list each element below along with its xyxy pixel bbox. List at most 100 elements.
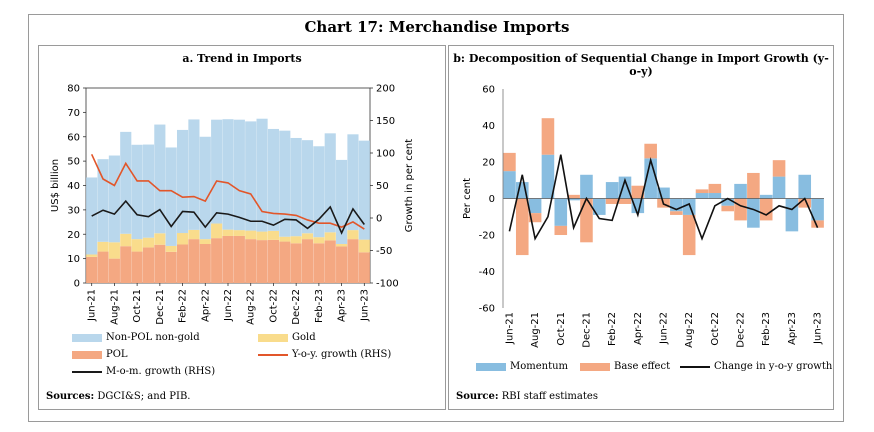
y-tick-label-a-60: 60 [67,132,80,143]
bar-pol-jun-21 [86,256,98,283]
bar-momentum-jun-23 [811,198,824,221]
legend-swatch-gold [258,333,288,342]
bar-gold-oct-21 [131,239,143,252]
bar-momentum-oct-21 [554,198,568,226]
bar-gold-nov-22 [279,236,291,242]
bar-gold-dec-21 [154,233,166,245]
legend-label-change: Change in y-o-y growth [714,361,833,372]
chart-main-title: Chart 17: Merchandise Imports [304,18,570,36]
bar-gold-dec-22 [290,236,302,244]
bar-base-effect-dec-22 [734,198,747,221]
bar-pol-feb-23 [313,243,325,283]
panel-b-source-label: Source: [456,391,499,402]
legend-swatch-change [680,365,710,368]
panel-a-source: Sources: DGCI&S; and PIB. [46,391,191,402]
x-tick-label-b-feb-22: Feb-22 [607,312,618,346]
bar-gold-mar-22 [188,229,200,240]
bar-gold-may-22 [211,223,223,239]
chart-a-svg: 0 10 20 30 40 50 60 70 80 -100 -50 0 50 100 150 200 Jun-… [50,84,415,325]
bar-pol-mar-23 [324,240,336,283]
panel-b-source-text: RBI staff estimates [501,391,598,402]
bar-pol-jun-22 [222,235,234,283]
bar-momentum-oct-22 [708,193,722,199]
x-tick-label-b-jun-22: Jun-22 [659,312,670,345]
x-tick-label-a-apr-22: Apr-22 [200,289,211,322]
bar-pol-apr-22 [199,244,211,283]
panel-a-title: a. Trend in Imports [182,52,302,65]
bar-gold-sep-21 [120,233,132,247]
bar-non-pol-non-gold-mar-22 [188,119,200,230]
bar-base-effect-oct-22 [708,183,722,194]
bar-base-effect-jul-22 [670,211,683,215]
y-tick-label-a-20: 20 [67,230,80,241]
bar-non-pol-non-gold-jan-23 [301,140,314,234]
bar-gold-nov-21 [142,237,155,248]
bar-base-effect-jun-21 [503,152,516,172]
bar-momentum-jun-21 [503,171,516,199]
bar-pol-oct-21 [131,251,143,283]
legend-label-yoy: Y-o-y. growth (RHS) [292,349,392,360]
legend-non-pol: Non-POL non-gold [72,332,200,343]
legend-swatch-base-effect [580,362,610,371]
legend-gold: Gold [258,332,316,343]
bar-non-pol-non-gold-jul-21 [97,159,109,242]
bar-gold-jan-22 [165,245,177,252]
bar-pol-sep-21 [120,246,132,283]
bar-non-pol-non-gold-jul-22 [233,119,245,231]
bar-pol-aug-22 [245,239,257,284]
bar-pol-jan-23 [301,239,314,284]
bar-non-pol-non-gold-dec-22 [290,137,302,237]
panel-b-title: b: Decomposition of Sequential Change in… [453,52,829,78]
y2-tick-label-a--100: -100 [376,279,399,290]
bar-momentum-mar-22 [618,176,632,199]
bar-gold-jun-21 [86,254,98,257]
y-tick-label-b-40: 40 [482,121,495,132]
x-tick-label-b-apr-23: Apr-23 [787,312,798,345]
line-m-o-m-growth-rhs [91,199,365,235]
line-y-o-y-growth-rhs [90,153,365,230]
bar-base-effect-jul-21 [515,198,529,256]
bar-base-effect-mar-22 [618,198,632,204]
bar-base-effect-feb-23 [759,198,773,221]
line-change-in-y-o-y-growth [508,154,819,241]
bar-pol-dec-22 [290,243,302,283]
bar-base-effect-nov-21 [567,194,580,199]
y-tick-label-a-50: 50 [67,157,80,168]
x-tick-label-b-apr-22: Apr-22 [633,312,644,345]
x-tick-label-a-feb-22: Feb-22 [178,289,189,323]
bar-base-effect-dec-21 [580,198,593,243]
bar-momentum-apr-23 [785,198,799,232]
bar-momentum-jan-22 [593,198,606,215]
x-tick-label-a-dec-22: Dec-22 [291,289,302,325]
bar-base-effect-may-22 [644,143,657,159]
bar-pol-mar-22 [188,239,200,284]
bar-base-effect-may-23 [798,198,812,208]
y-tick-label-b--20: -20 [479,231,495,242]
bar-pol-oct-22 [267,239,279,283]
x-tick-label-a-dec-21: Dec-21 [155,289,166,325]
bar-base-effect-aug-21 [528,213,542,223]
bar-non-pol-non-gold-nov-21 [142,144,155,238]
x-tick-label-a-apr-23: Apr-23 [337,289,348,322]
bar-pol-may-23 [347,239,359,284]
x-tick-label-a-jun-21: Jun-21 [87,289,98,322]
legend-momentum: Momentum [476,361,568,372]
bar-gold-jun-23 [358,239,370,253]
bar-base-effect-sep-22 [695,189,709,194]
bar-non-pol-non-gold-sep-22 [256,118,268,232]
bar-non-pol-non-gold-oct-22 [267,128,279,231]
panel-b-source: Source: RBI staff estimates [456,391,598,402]
bar-base-effect-mar-23 [772,160,786,177]
bar-pol-nov-22 [279,241,291,283]
legend-pol: POL [72,349,128,360]
y2-tick-label-a-100: 100 [376,149,395,160]
bar-non-pol-non-gold-jun-22 [222,119,234,230]
bar-non-pol-non-gold-dec-21 [154,124,166,234]
bar-momentum-may-23 [798,174,812,199]
x-tick-label-b-oct-21: Oct-21 [556,312,567,346]
bar-momentum-jan-23 [747,198,760,228]
bar-momentum-sep-22 [695,193,709,199]
x-tick-label-b-dec-21: Dec-21 [581,312,592,348]
bar-non-pol-non-gold-jan-22 [165,147,177,246]
bar-gold-jul-21 [97,241,109,252]
